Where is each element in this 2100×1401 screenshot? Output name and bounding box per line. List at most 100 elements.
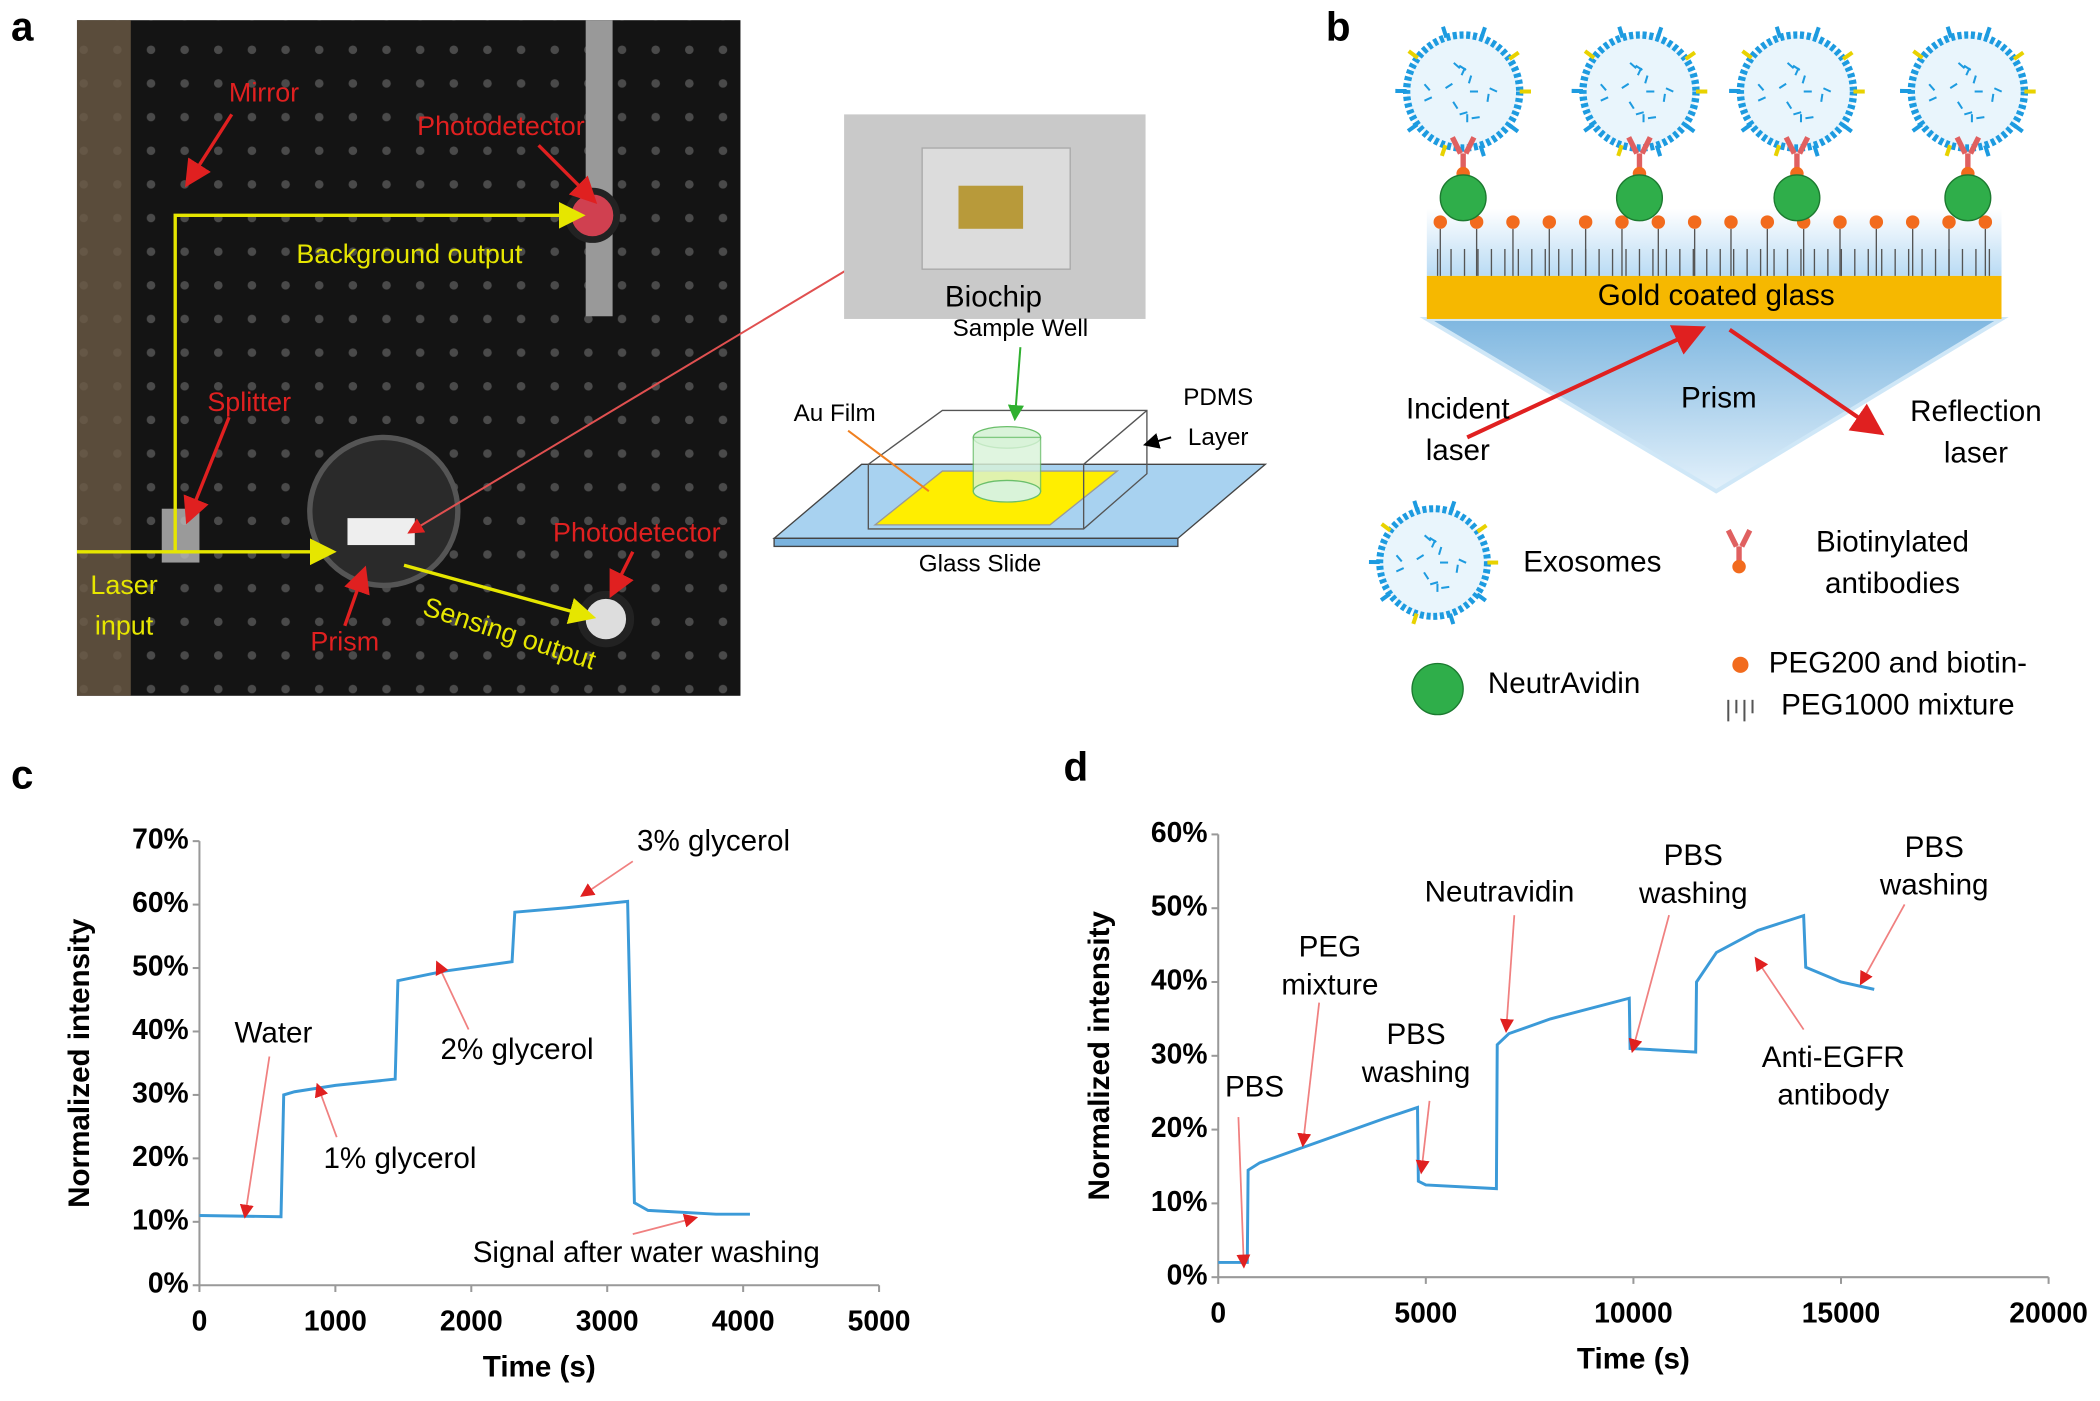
y-tick-label: 20% [1151, 1111, 1208, 1143]
biotin [1651, 215, 1666, 229]
photo-label: Photodetector [417, 111, 585, 141]
biotin [1615, 215, 1629, 229]
biotin [1905, 215, 1920, 229]
neutravidin [1615, 174, 1664, 222]
panel-label: d [1063, 743, 1088, 789]
spike [1448, 500, 1457, 513]
cargo [1635, 64, 1643, 71]
annotation: Neutravidin [1425, 875, 1575, 908]
sensor-schematic [1368, 26, 2036, 722]
spike [1448, 613, 1456, 625]
spike [1406, 122, 1419, 133]
spike [1740, 122, 1753, 133]
spike [1507, 123, 1520, 134]
x-axis-label: Time (s) [1577, 1342, 1690, 1375]
cargo [1600, 83, 1607, 91]
x-tick-label: 2000 [440, 1304, 503, 1336]
annotation-arrow [1754, 956, 1805, 1031]
legend-label: antibodies [1825, 567, 1960, 600]
photo-caption: Biochip [945, 281, 1042, 314]
cargo [1964, 111, 1973, 116]
cargo [1445, 82, 1453, 89]
cargo [1991, 93, 1995, 102]
x-tick-label: 10000 [1594, 1296, 1673, 1328]
data-line [199, 899, 750, 1219]
cargo [1423, 83, 1431, 91]
x-tick-label: 1000 [304, 1304, 367, 1336]
cargo [1424, 96, 1433, 102]
spike [1441, 26, 1449, 39]
y-tick-label: 70% [132, 823, 189, 855]
x-tick-label: 5000 [848, 1304, 911, 1336]
annotation: 3% glycerol [637, 824, 790, 857]
legend-label: Exosomes [1523, 546, 1661, 579]
y-tick-label: 40% [1151, 963, 1208, 995]
spike [1944, 144, 1953, 157]
spike [1508, 50, 1520, 61]
exosome [1376, 505, 1491, 620]
annotation-arrow [1297, 1002, 1321, 1148]
cargo [1956, 101, 1964, 110]
photo-label: Laser [90, 570, 157, 600]
y-tick-label: 60% [1151, 816, 1208, 848]
cargo [1629, 62, 1637, 69]
cargo [1792, 64, 1801, 71]
spike [1813, 26, 1821, 39]
spike [1655, 26, 1664, 39]
spike [1379, 592, 1391, 602]
annotation: PBS [1905, 831, 1964, 864]
neutravidin [1773, 174, 1821, 222]
spike [1617, 26, 1625, 39]
cargo [1441, 585, 1450, 590]
spike [1654, 144, 1663, 157]
biotin [1869, 215, 1884, 229]
annotation: washing [1638, 877, 1748, 910]
exosome [1736, 31, 1858, 152]
biotin [1724, 215, 1738, 229]
cargo [1489, 87, 1498, 93]
spike [1911, 122, 1924, 133]
cargo [1957, 62, 1966, 69]
annotation: washing [1879, 869, 1989, 902]
legend-label: Biotinylated [1816, 526, 1969, 559]
exosome [1907, 31, 2029, 152]
annotation: 1% glycerol [323, 1142, 476, 1175]
photo-label: Background output [296, 239, 522, 269]
annotation: PBS [1664, 839, 1723, 872]
y-tick-label: 10% [1151, 1185, 1208, 1217]
cargo [1805, 116, 1814, 120]
annotation: antibody [1777, 1079, 1889, 1112]
cargo [1395, 567, 1405, 573]
neutravidin [1439, 174, 1487, 222]
panel-label: a [11, 3, 34, 49]
x-tick-label: 5000 [1394, 1296, 1457, 1328]
cargo [1778, 82, 1787, 89]
schematic-label: Incident [1406, 392, 1510, 425]
spike [1983, 144, 1991, 157]
cargo [1786, 101, 1793, 110]
cargo [1395, 554, 1403, 563]
annotation-arrow [1236, 1116, 1251, 1269]
spike [2012, 50, 2025, 61]
annotation-arrow [632, 1213, 699, 1235]
photo-label: input [95, 610, 154, 640]
cargo [1662, 93, 1666, 102]
schematic-label: Gold coated glass [1598, 279, 1835, 312]
spike [1984, 26, 1992, 39]
spike [1412, 500, 1420, 512]
cargo [1823, 87, 1832, 93]
spike [1773, 144, 1782, 157]
spike [1616, 144, 1624, 157]
annotation: PBS [1386, 1018, 1445, 1051]
biotin [1833, 215, 1847, 229]
annotation: mixture [1281, 968, 1378, 1001]
spike [1380, 522, 1392, 533]
annotation: PBS [1225, 1071, 1284, 1104]
annotation: Anti-EGFR [1762, 1041, 1905, 1074]
cargo [1467, 75, 1473, 84]
setup-photo [76, 20, 849, 696]
cargo [1423, 534, 1432, 542]
cargo [1665, 87, 1674, 93]
y-axis-label: Normalized intensity [1083, 911, 1116, 1201]
